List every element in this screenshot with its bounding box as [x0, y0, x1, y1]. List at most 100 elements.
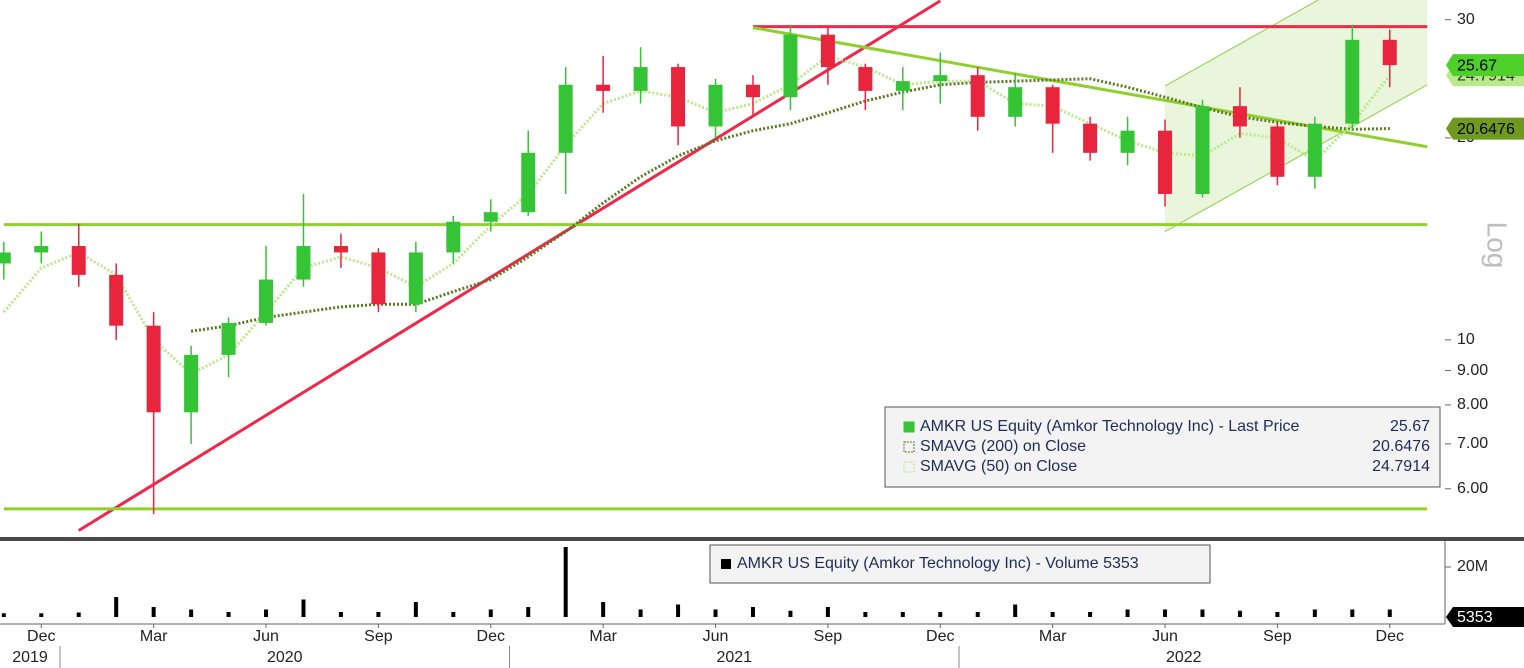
candle-body [820, 34, 835, 68]
legend-swatch [721, 559, 731, 569]
last-price-label: 25.67 [1457, 57, 1497, 74]
volume-bar [1387, 609, 1392, 617]
x-tick-label: Dec [1376, 628, 1404, 645]
legend-value: 25.67 [1390, 418, 1430, 435]
legend-label: SMAVG (50) on Close [920, 458, 1077, 475]
legend-box [709, 544, 1211, 584]
candle-body [1382, 39, 1397, 66]
candle-body [1120, 130, 1135, 153]
candle-body [745, 84, 760, 98]
candle-body [1270, 126, 1285, 177]
moving-average [190, 77, 1390, 333]
volume-bar [338, 612, 343, 617]
x-tick-label: Dec [27, 628, 55, 645]
volume-bar [825, 607, 830, 617]
candle-body [296, 246, 311, 280]
volume-bar [1088, 612, 1093, 617]
axis-label: Log [1482, 222, 1513, 269]
candle-body [708, 84, 723, 127]
candle-body [371, 252, 386, 305]
volume-bar [189, 609, 194, 617]
candle-body [1195, 106, 1210, 194]
x-tick-label: Sep [364, 628, 393, 645]
y-tick-label: 30 [1457, 11, 1475, 28]
volume-bar [76, 612, 81, 617]
legend-value: 24.7914 [1372, 458, 1430, 475]
x-tick-label: Mar [589, 628, 617, 645]
x-tick-label: Jun [703, 628, 729, 645]
candle-body [259, 279, 274, 323]
candle-body [970, 75, 985, 117]
legend-swatch [903, 441, 915, 453]
trend-channel [1165, 0, 1428, 232]
candle-body [1008, 87, 1023, 117]
candle-body [521, 152, 536, 213]
volume-bar [676, 604, 681, 617]
legend-label: AMKR US Equity (Amkor Technology Inc) - … [737, 555, 1139, 572]
candle-body [933, 75, 948, 82]
legend-value: 5353 [1103, 555, 1139, 572]
volume-bar [601, 602, 606, 617]
candle-body [858, 67, 873, 91]
last-volume-box [1446, 606, 1524, 627]
year-label: 2022 [1166, 649, 1202, 666]
legend-label: AMKR US Equity (Amkor Technology Inc) - … [920, 418, 1299, 435]
candle-body [1307, 123, 1322, 177]
volume-bar [1163, 609, 1168, 617]
volume-bar [788, 610, 793, 617]
legend-value: 20.6476 [1372, 438, 1430, 455]
legend-swatch [903, 421, 915, 433]
volume-bar [1275, 612, 1280, 617]
sma200-value-label: 20.6476 [1457, 121, 1515, 138]
volume-bar [1200, 609, 1205, 617]
x-tick-label: Jun [1152, 628, 1178, 645]
x-tick-label: Sep [814, 628, 843, 645]
channel-edge [1164, 0, 1320, 87]
volume-bar [226, 612, 231, 617]
volume-bar [376, 612, 381, 617]
candle-body [333, 246, 348, 253]
candle-body [558, 84, 573, 153]
year-label: 2021 [716, 649, 752, 666]
volume-bar [1, 613, 6, 617]
legend-swatch [903, 461, 915, 473]
candle-body [895, 81, 910, 91]
price-plot [0, 0, 1428, 532]
volume-bar [1350, 609, 1355, 617]
volume-bar [1312, 609, 1317, 617]
candle-body [671, 67, 686, 127]
legend: AMKR US Equity (Amkor Technology Inc) - … [884, 406, 1441, 488]
volume-bar [1237, 610, 1242, 617]
volume-bar [1125, 609, 1130, 617]
y-tick-label: 8.00 [1457, 396, 1488, 413]
volume-bar [900, 612, 905, 617]
candle-body [71, 246, 86, 275]
x-tick-label: Dec [477, 628, 505, 645]
candle-body [1083, 123, 1098, 153]
candle-body [146, 325, 161, 413]
volume-bar [750, 607, 755, 617]
volume-bar [638, 609, 643, 617]
legend-box [884, 406, 1441, 488]
volume-bar [301, 599, 306, 617]
volume-bar [1013, 604, 1018, 617]
candle-body [0, 252, 11, 264]
candle-body [184, 354, 199, 413]
candle-body [109, 274, 124, 326]
channel-edge [1164, 84, 1428, 233]
volume-bar [1050, 612, 1055, 617]
last-volume-label: 5353 [1457, 609, 1493, 626]
panel-separator [0, 537, 1524, 541]
candle-body [221, 322, 236, 355]
sma200-value-box [1446, 117, 1524, 140]
trend-line [77, 0, 942, 532]
legend-name: AMKR US Equity (Amkor Technology Inc) - … [737, 555, 1099, 572]
volume-bar [526, 607, 531, 617]
y-tick-label: 9.00 [1457, 362, 1488, 379]
volume-bar [151, 607, 156, 617]
x-tick-label: Jun [253, 628, 279, 645]
candle-body [1158, 130, 1173, 194]
volume-bar [713, 609, 718, 617]
